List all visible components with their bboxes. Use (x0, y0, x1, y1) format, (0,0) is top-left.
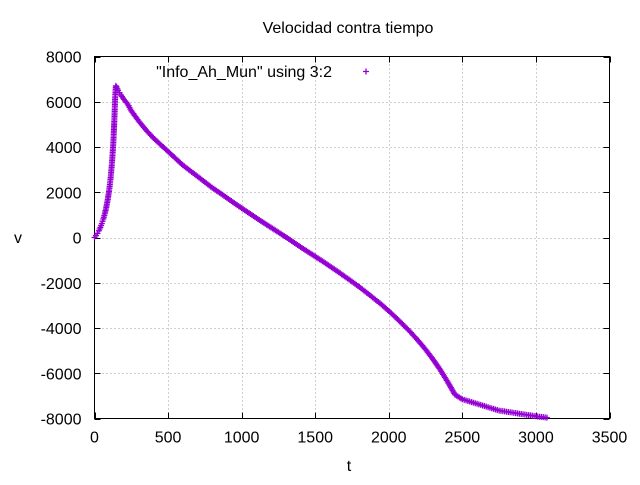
legend: "Info_Ah_Mun" using 3:2 (156, 64, 369, 81)
legend-marker (363, 68, 369, 75)
x-tick-label: 500 (155, 430, 182, 447)
legend-label: "Info_Ah_Mun" using 3:2 (156, 64, 332, 81)
x-tick-label: 3500 (592, 430, 628, 447)
y-tick-label: -4000 (41, 321, 82, 338)
x-tick-label: 1000 (224, 430, 260, 447)
x-tick-label: 1500 (297, 430, 333, 447)
x-axis-label: t (347, 458, 352, 475)
y-axis-label: v (14, 230, 22, 247)
x-tick-label: 0 (90, 430, 99, 447)
y-tick-label: 4000 (46, 140, 82, 157)
grid (94, 56, 610, 419)
y-tick-label: 2000 (46, 185, 82, 202)
legend-plus-icon (363, 68, 369, 75)
x-tick-label: 2500 (445, 430, 481, 447)
series-points (91, 82, 550, 421)
data-point (543, 414, 550, 421)
plot-frame (94, 56, 610, 419)
y-tick-label: 0 (73, 231, 82, 248)
y-tick-label: 6000 (46, 95, 82, 112)
y-tick-label: -2000 (41, 276, 82, 293)
axis-ticks: 0 500 1000 1500 2000 2500 3000 3500 -8000 -6000 -4… (41, 50, 628, 447)
x-tick-label: 3000 (518, 430, 554, 447)
y-tick-label: -6000 (41, 366, 82, 383)
chart-title: Velocidad contra tiempo (263, 20, 434, 37)
series-0 (91, 82, 550, 421)
y-tick-label: -8000 (41, 412, 82, 429)
x-tick-label: 2000 (371, 430, 407, 447)
y-tick-label: 8000 (46, 50, 82, 67)
